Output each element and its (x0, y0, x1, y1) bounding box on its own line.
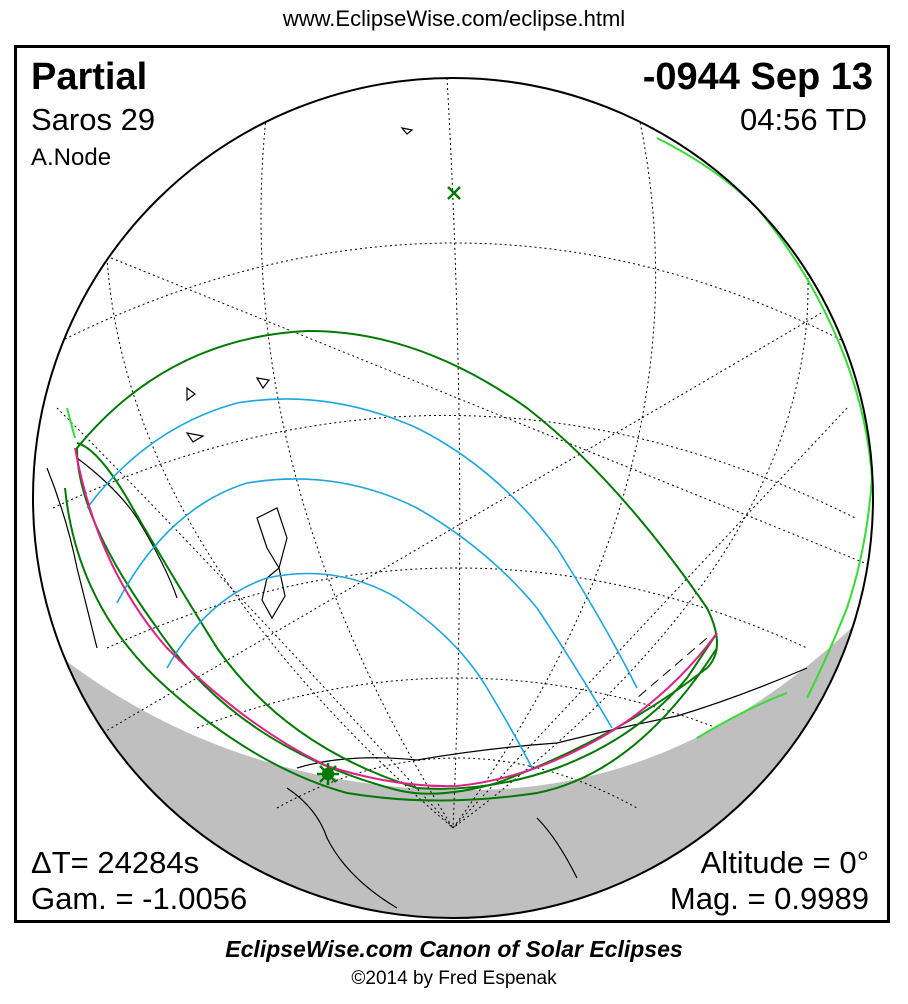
saros-number: Saros 29 (31, 102, 156, 137)
eclipse-type: Partial (31, 56, 148, 98)
globe-outline (32, 77, 874, 919)
magnitude-curve-2 (116, 478, 613, 729)
site-url[interactable]: www.EclipseWise.com/eclipse.html (282, 6, 626, 31)
node-label: A.Node (31, 144, 112, 171)
copyright-notice: ©2014 by Fred Espenak (351, 968, 557, 989)
eclipse-map-frame: Partial -0944 Sep 13 Saros 29 04:56 TD A… (14, 45, 890, 923)
eclipse-time: 04:56 TD (740, 102, 867, 137)
rise-set-limit (64, 487, 718, 802)
penumbra-inner-limit (76, 442, 718, 790)
subsolar-point-marker (447, 186, 461, 200)
globe-map (32, 77, 874, 919)
magnitude-curves (86, 398, 638, 769)
eclipse-date: -0944 Sep 13 (642, 56, 873, 98)
penumbra-outer-limit (75, 329, 718, 795)
eclipse-limit-curves (64, 329, 718, 802)
coastlines (46, 127, 808, 909)
magnitude-value: Mag. = 0.9989 (669, 881, 869, 916)
magnitude-curve-3 (166, 572, 533, 769)
night-region (33, 593, 873, 918)
magnitude-curve-1 (86, 398, 638, 689)
globe-disc (33, 78, 873, 918)
altitude-value: Altitude = 0° (700, 845, 869, 880)
gamma-value: Gam. = -1.0056 (31, 881, 248, 916)
greatest-eclipse-marker (317, 763, 339, 785)
canon-title: EclipseWise.com Canon of Solar Eclipses (225, 936, 683, 962)
delta-t-value: ΔT= 24284s (31, 845, 200, 880)
max-eclipse-curve (74, 447, 718, 788)
